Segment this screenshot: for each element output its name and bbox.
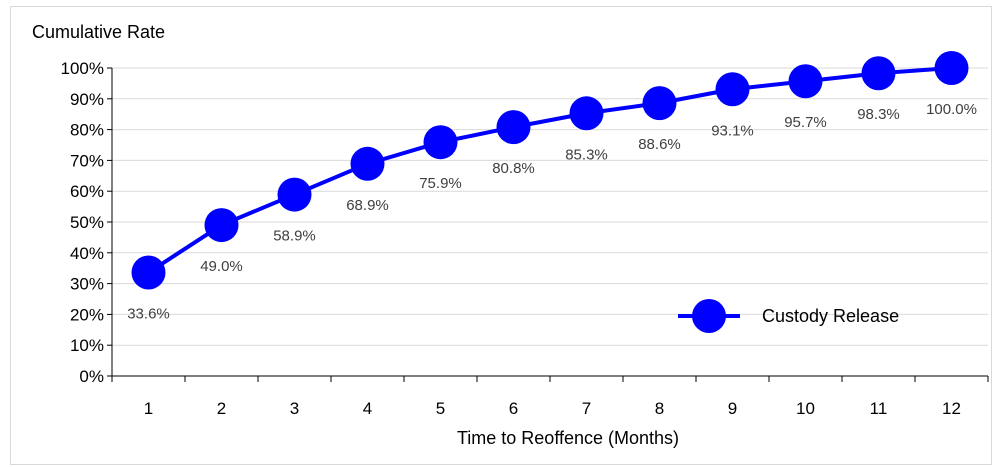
x-tick-label: 6 <box>509 399 518 418</box>
x-tick-label: 1 <box>144 399 153 418</box>
x-tick-label: 8 <box>655 399 664 418</box>
data-point <box>934 51 969 85</box>
x-tick-label: 9 <box>728 399 737 418</box>
legend: Custody Release <box>678 299 899 333</box>
y-tick-label: 50% <box>70 213 104 232</box>
x-tick-label: 5 <box>436 399 445 418</box>
data-label: 80.8% <box>492 160 535 177</box>
x-axis-title: Time to Reoffence (Months) <box>457 428 679 448</box>
chart-frame <box>10 6 992 465</box>
data-label: 98.3% <box>857 106 900 123</box>
series-custody-release: 33.6% 49.0% 58.9% 68.9% 75.9% 80.8% 85.3% 88.6%… <box>127 51 977 323</box>
x-tick-label: 7 <box>582 399 591 418</box>
axes <box>111 68 989 382</box>
legend-label: Custody Release <box>762 306 899 326</box>
x-tick-label: 11 <box>870 399 888 418</box>
data-label: 93.1% <box>711 122 754 139</box>
x-tick-label: 10 <box>796 399 815 418</box>
data-point <box>277 177 312 212</box>
data-label: 49.0% <box>200 258 243 275</box>
y-axis-title: Cumulative Rate <box>32 22 165 42</box>
data-point <box>423 125 458 160</box>
x-tick-label: 2 <box>217 399 226 418</box>
data-point <box>861 56 896 91</box>
y-tick-label: 80% <box>70 121 104 140</box>
y-tick-label: 0% <box>79 367 104 386</box>
x-tick-label: 4 <box>363 399 372 418</box>
data-point <box>788 64 823 99</box>
data-label: 88.6% <box>638 136 681 153</box>
y-tick-label: 30% <box>70 275 104 294</box>
data-label: 85.3% <box>565 146 608 163</box>
data-label: 68.9% <box>346 197 389 214</box>
gridlines <box>107 67 988 377</box>
x-tick-label: 12 <box>942 399 961 418</box>
data-point <box>569 96 604 131</box>
data-label: 75.9% <box>419 175 462 192</box>
y-tick-labels: 0% 10% 20% 30% 40% 50% 60% 70% 80% 90% 100% <box>61 59 104 386</box>
data-point <box>131 255 166 290</box>
data-label: 58.9% <box>273 228 316 245</box>
legend-marker <box>692 299 726 333</box>
data-point <box>642 86 677 121</box>
data-label: 95.7% <box>784 114 827 131</box>
data-point <box>204 208 239 243</box>
data-label: 100.0% <box>926 101 977 118</box>
y-tick-label: 60% <box>70 182 104 201</box>
y-tick-label: 20% <box>70 305 104 324</box>
y-tick-label: 100% <box>61 59 104 78</box>
y-tick-label: 40% <box>70 244 104 263</box>
data-label: 33.6% <box>127 306 170 323</box>
x-tick-labels: 1 2 3 4 5 6 7 8 9 10 11 12 <box>144 399 961 418</box>
y-tick-label: 70% <box>70 151 104 170</box>
y-tick-label: 10% <box>70 336 104 355</box>
x-tick-label: 3 <box>290 399 299 418</box>
data-point <box>715 72 750 107</box>
data-point <box>496 110 531 145</box>
data-point <box>350 146 385 181</box>
y-tick-label: 90% <box>70 90 104 109</box>
